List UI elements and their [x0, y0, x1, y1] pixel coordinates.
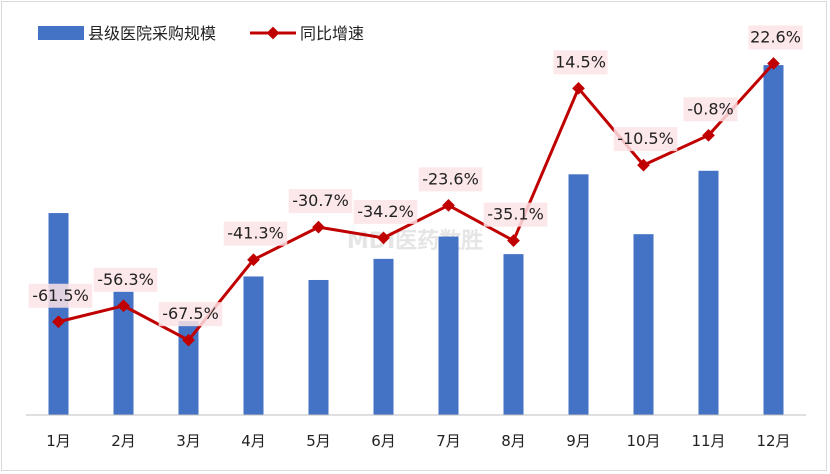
line-point-5: [312, 220, 325, 234]
x-tick-label-9: 9月: [566, 432, 591, 450]
data-label-bg-2: [93, 267, 158, 292]
data-label-bg-6: [353, 199, 418, 224]
x-tick-label-1: 1月: [46, 432, 71, 450]
data-label-4: -41.3%: [227, 224, 284, 243]
data-label-bg-8: [483, 202, 548, 227]
bar-7: [438, 236, 459, 415]
bar-2: [113, 291, 134, 415]
bar-10: [633, 234, 654, 415]
data-label-10: -10.5%: [617, 129, 674, 148]
data-label-9: 14.5%: [555, 52, 606, 71]
legend-bar-swatch: [38, 26, 84, 40]
data-label-8: -35.1%: [487, 205, 544, 224]
x-tick-label-8: 8月: [501, 432, 526, 450]
data-label-2: -56.3%: [97, 270, 154, 289]
data-label-1: -61.5%: [32, 286, 89, 305]
line-point-7: [442, 198, 455, 212]
x-tick-label-3: 3月: [176, 432, 201, 450]
bar-1: [48, 213, 69, 415]
data-label-bg-1: [28, 283, 93, 308]
data-label-bg-7: [418, 167, 483, 192]
line-point-4: [247, 253, 260, 267]
data-label-3: -67.5%: [162, 304, 219, 323]
data-label-bg-12: [748, 25, 803, 50]
legend-line-label: 同比增速: [300, 24, 364, 43]
data-label-bg-3: [158, 302, 223, 327]
legend-bar-label: 县级医院采购规模: [88, 24, 216, 43]
data-label-5: -30.7%: [292, 191, 349, 210]
data-label-6: -34.2%: [357, 202, 414, 221]
line-point-3: [182, 333, 195, 347]
x-tick-label-5: 5月: [306, 432, 331, 450]
bar-5: [308, 279, 329, 415]
x-tick-label-7: 7月: [436, 432, 461, 450]
x-tick-label-11: 11月: [691, 432, 725, 450]
line-point-6: [377, 231, 390, 245]
x-tick-label-10: 10月: [626, 432, 660, 450]
data-label-11: -0.8%: [687, 99, 733, 118]
data-label-7: -23.6%: [422, 169, 479, 188]
line-point-8: [507, 234, 520, 248]
bar-12: [763, 65, 784, 415]
bar-9: [568, 174, 589, 415]
watermark-text: MDI医药数胜: [347, 228, 483, 254]
line-point-1: [52, 315, 65, 329]
data-label-12: 22.6%: [750, 27, 801, 46]
data-label-bg-9: [553, 50, 608, 75]
bar-4: [243, 276, 264, 415]
data-label-bg-10: [613, 127, 678, 152]
x-tick-label-12: 12月: [756, 432, 790, 450]
legend-line-marker: [266, 26, 280, 40]
data-label-bg-11: [683, 97, 738, 122]
bar-3: [178, 321, 199, 415]
bar-11: [698, 170, 719, 415]
x-tick-label-6: 6月: [371, 432, 396, 450]
data-label-bg-4: [223, 221, 288, 246]
x-tick-label-2: 2月: [111, 432, 136, 450]
bar-6: [373, 258, 394, 415]
data-label-bg-5: [288, 189, 353, 214]
x-tick-label-4: 4月: [241, 432, 266, 450]
bar-8: [503, 254, 524, 415]
line-point-2: [117, 299, 130, 313]
